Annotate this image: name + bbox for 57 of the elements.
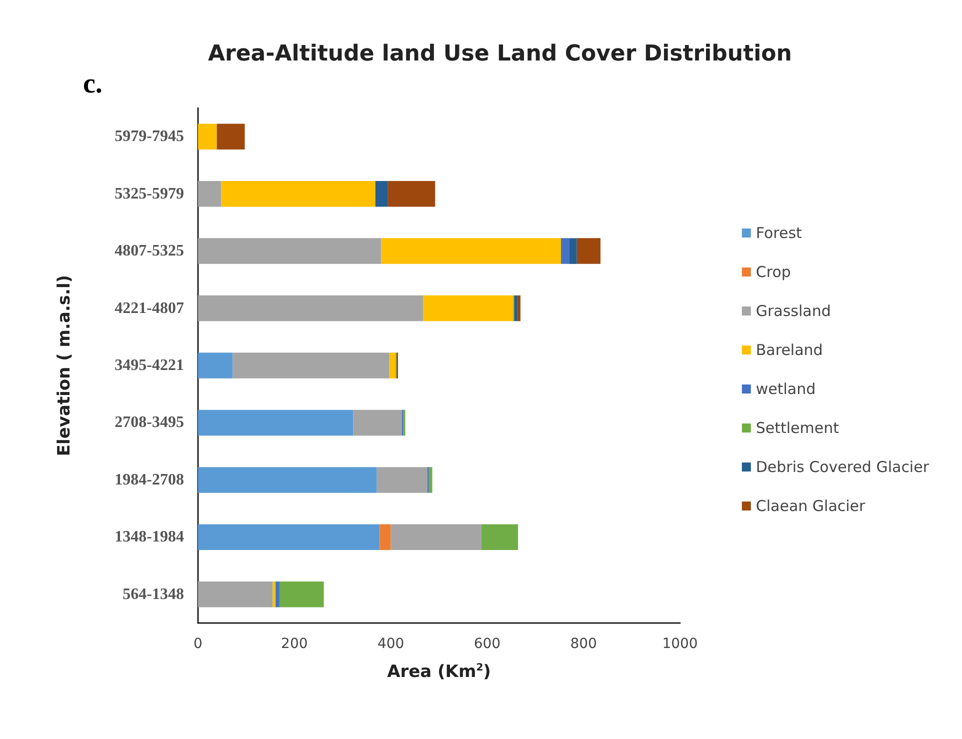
y-tick-label: 5325-5979 <box>114 185 184 202</box>
bar <box>198 582 273 608</box>
x-tick-label: 800 <box>570 636 597 652</box>
legend-label: Bareland <box>756 341 823 359</box>
y-tick-label: 3495-4221 <box>114 357 184 374</box>
legend-label: Debris Covered Glacier <box>756 458 930 476</box>
bar <box>216 124 245 150</box>
bar <box>381 238 561 264</box>
chart-title: Area-Altitude land Use Land Cover Distribution <box>208 42 792 66</box>
y-tick-label: 5979-7945 <box>114 128 184 146</box>
legend-label: Grassland <box>756 302 831 320</box>
x-tick-label: 0 <box>194 636 202 652</box>
y-tick-label: 2708-3495 <box>114 414 184 432</box>
x-tick-label: 1000 <box>662 636 698 652</box>
bar <box>221 180 376 207</box>
bar <box>560 238 570 264</box>
y-axis-title: Elevation ( m.a.s.l) <box>54 274 74 456</box>
bar <box>375 180 388 207</box>
legend-label: Forest <box>756 224 802 242</box>
y-tick-label: 4221-4807 <box>114 300 184 317</box>
x-tick-label: 600 <box>474 636 501 652</box>
bar <box>276 582 280 608</box>
y-tick-label: 1984-2708 <box>114 471 184 488</box>
bar <box>428 467 432 493</box>
bar <box>388 180 436 207</box>
legend-label: Crop <box>756 263 791 281</box>
bar <box>514 295 518 322</box>
text: c. <box>83 68 102 100</box>
bar <box>353 410 402 436</box>
bar <box>272 582 276 608</box>
bar <box>576 238 600 264</box>
legend-label: wetland <box>756 380 816 398</box>
bar <box>232 352 390 378</box>
bar <box>198 180 222 207</box>
bar <box>423 295 514 322</box>
bar <box>198 467 377 493</box>
bar <box>569 238 577 264</box>
x-tick-label: 200 <box>281 636 308 652</box>
y-tick-label: 4807-5325 <box>114 242 184 260</box>
bar <box>279 582 324 608</box>
y-tick-label: 564-1348 <box>122 586 184 603</box>
legend-label: Settlement <box>756 419 840 437</box>
bar <box>390 524 482 550</box>
bar <box>198 124 217 150</box>
legend-label: Claean Glacier <box>756 497 866 515</box>
bar <box>517 295 520 322</box>
bar <box>198 352 233 378</box>
bar <box>198 410 354 436</box>
bar <box>389 352 396 378</box>
bar <box>380 524 391 550</box>
bar <box>481 524 518 550</box>
bar <box>198 524 380 550</box>
bar <box>198 238 382 264</box>
x-tick-label: 400 <box>377 636 404 652</box>
y-tick-label: 1348-1984 <box>114 528 184 546</box>
bar <box>198 295 424 322</box>
bar <box>376 467 428 493</box>
